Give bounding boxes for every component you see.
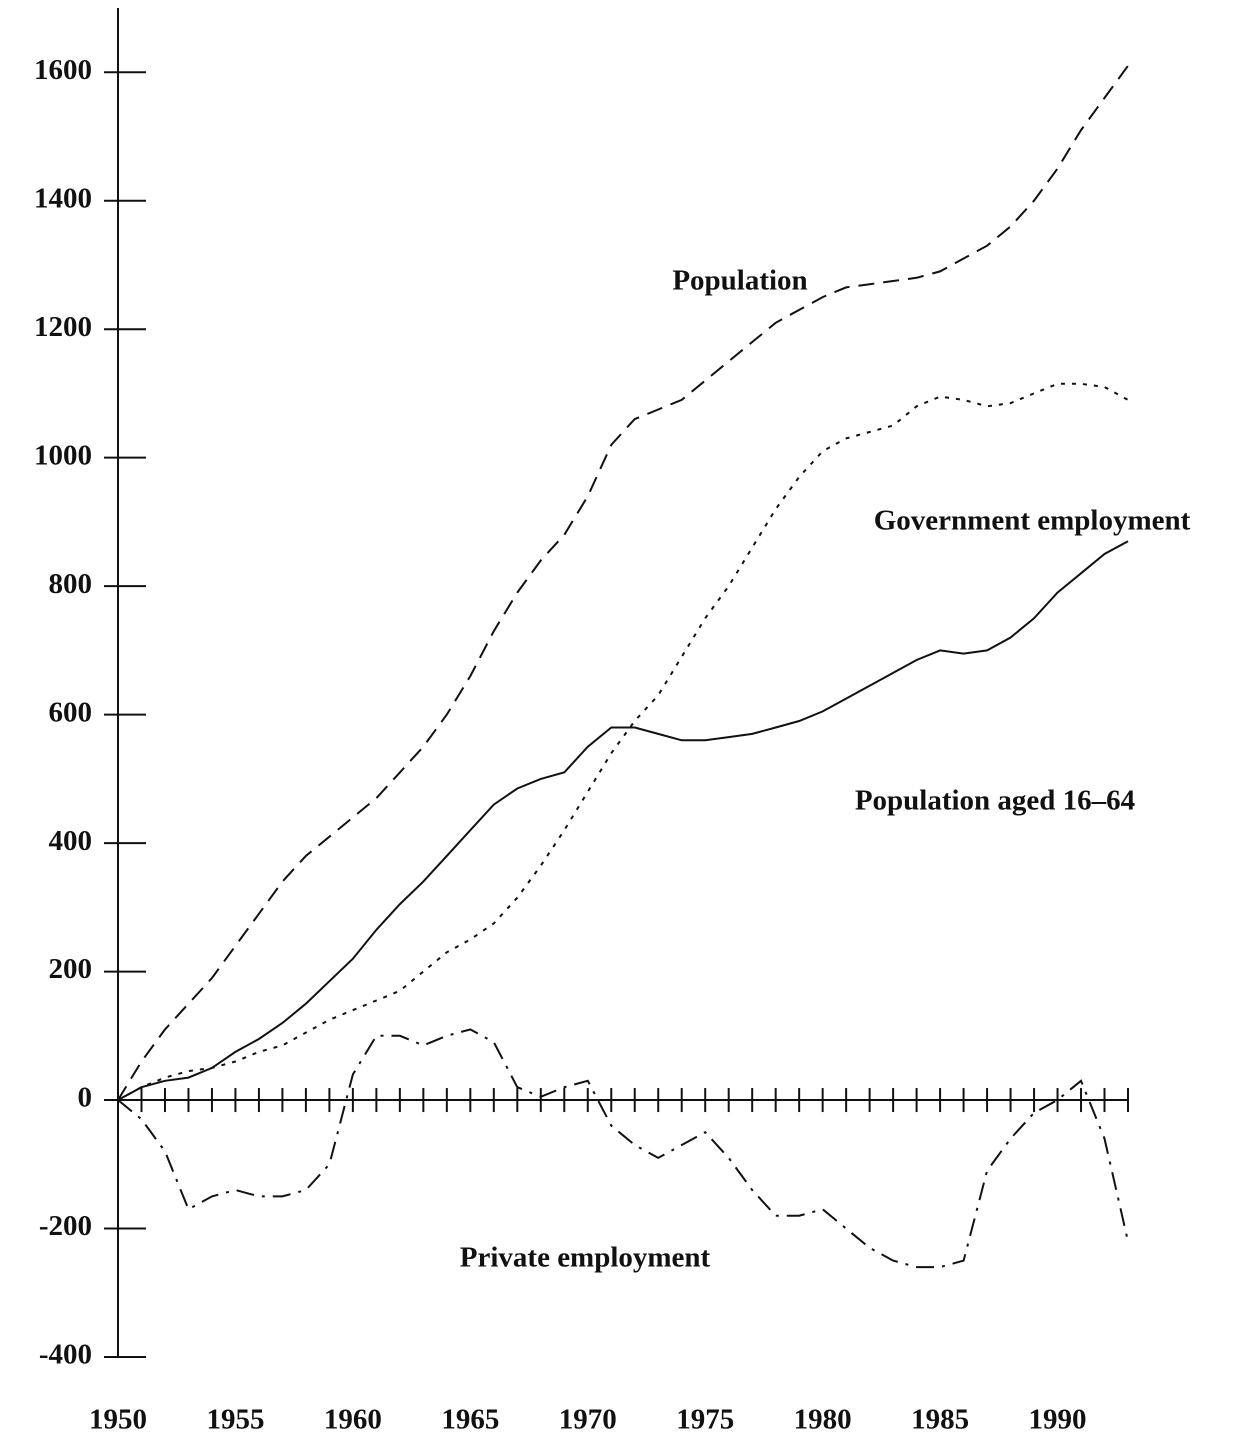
- x-tick-label: 1950: [89, 1404, 147, 1436]
- y-tick-label: 800: [49, 568, 93, 600]
- x-tick-label: 1965: [441, 1404, 499, 1436]
- x-tick-label: 1970: [559, 1404, 617, 1436]
- series-line: [117, 382, 1129, 1101]
- y-tick-label: 1200: [34, 311, 92, 343]
- x-tick-label: 1990: [1029, 1404, 1087, 1436]
- y-tick-label: 1600: [34, 54, 92, 86]
- x-tick-label: 1975: [676, 1404, 734, 1436]
- series-label: Government employment: [874, 505, 1191, 537]
- y-tick-label: 600: [49, 696, 93, 728]
- series-label: Population aged 16–64: [855, 785, 1135, 817]
- y-tick-label: 400: [49, 825, 93, 857]
- x-tick-label: 1985: [911, 1404, 969, 1436]
- y-tick-label: 1400: [34, 182, 92, 214]
- y-tick-label: -400: [39, 1339, 92, 1371]
- series-line: [117, 1028, 1129, 1269]
- y-tick-label: 0: [78, 1082, 93, 1114]
- y-tick-label: 200: [49, 953, 93, 985]
- x-tick-label: 1955: [206, 1404, 264, 1436]
- y-tick-label: -200: [39, 1210, 92, 1242]
- x-tick-label: 1960: [324, 1404, 382, 1436]
- x-tick-label: 1980: [794, 1404, 852, 1436]
- series-label: Private employment: [460, 1242, 711, 1274]
- y-tick-label: 1000: [34, 439, 92, 471]
- series-label: Population: [672, 265, 807, 297]
- series-line: [117, 540, 1129, 1101]
- series-line: [117, 65, 1129, 1101]
